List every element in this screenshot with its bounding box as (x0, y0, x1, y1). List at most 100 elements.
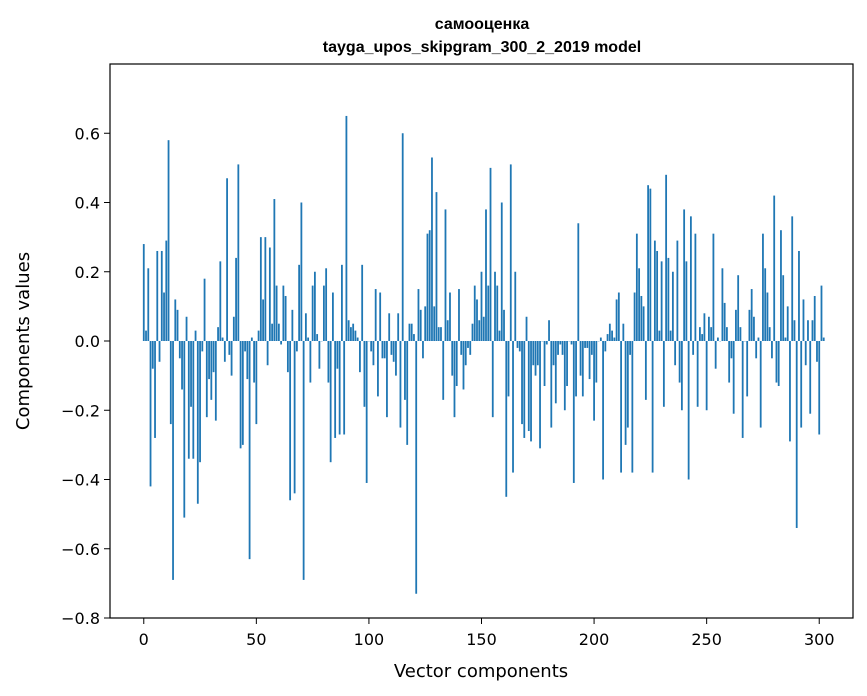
bar-195 (581, 341, 584, 397)
bar-148 (476, 299, 478, 341)
bar-167 (518, 341, 521, 352)
bar-187 (563, 341, 566, 411)
bar-1 (145, 330, 147, 341)
bar-231 (662, 341, 665, 407)
bar-84 (332, 292, 334, 341)
bar-2 (147, 268, 150, 341)
bar-161 (505, 341, 508, 497)
bar-295 (807, 320, 809, 341)
bar-29 (208, 341, 210, 380)
bar-230 (660, 261, 663, 341)
bar-128 (431, 157, 433, 341)
bar-125 (424, 306, 427, 342)
bar-57 (271, 323, 274, 341)
bar-121 (415, 341, 418, 594)
bar-219 (635, 233, 638, 341)
bar-173 (532, 341, 535, 366)
bar-297 (811, 320, 814, 341)
bar-245 (694, 233, 697, 341)
bar-45 (244, 341, 246, 352)
bar-60 (277, 323, 280, 341)
bar-185 (559, 341, 562, 345)
y-tick-label: −0.4 (61, 471, 100, 490)
bar-46 (246, 341, 249, 380)
bar-222 (642, 306, 645, 342)
bar-112 (395, 341, 397, 376)
bar-204 (602, 341, 604, 480)
bar-197 (586, 341, 589, 348)
bar-252 (710, 327, 713, 341)
x-tick-label: 150 (466, 630, 497, 649)
bar-260 (728, 341, 731, 383)
bar-117 (406, 341, 409, 445)
bar-85 (334, 341, 337, 438)
bar-274 (759, 341, 762, 428)
bar-107 (383, 341, 386, 359)
bar-44 (241, 341, 244, 445)
bar-127 (428, 230, 431, 341)
bar-280 (773, 195, 776, 341)
bar-134 (444, 209, 447, 341)
bar-233 (667, 257, 670, 341)
bar-8 (160, 250, 163, 341)
bar-76 (313, 271, 316, 341)
bar-218 (633, 292, 636, 341)
bar-58 (273, 199, 276, 341)
bar-23 (194, 330, 197, 341)
bar-232 (665, 174, 668, 341)
bar-140 (458, 289, 460, 341)
bar-52 (259, 237, 262, 342)
bar-20 (187, 341, 190, 459)
bar-190 (570, 341, 573, 345)
bar-6 (156, 250, 159, 341)
bar-237 (676, 240, 679, 341)
bar-0 (142, 244, 145, 341)
bar-174 (534, 341, 537, 376)
bar-238 (678, 341, 681, 383)
bar-183 (554, 341, 557, 404)
bar-97 (361, 264, 364, 341)
chart-subtitle: tayga_upos_skipgram_300_2_2019 model (323, 39, 641, 56)
bar-246 (696, 341, 699, 407)
bar-266 (741, 341, 744, 438)
bar-296 (809, 341, 812, 414)
bar-213 (622, 323, 625, 341)
bar-181 (550, 341, 553, 428)
bar-49 (253, 341, 255, 383)
bar-283 (780, 230, 782, 341)
bar-106 (381, 341, 384, 359)
bar-86 (336, 341, 339, 369)
bar-143 (464, 341, 467, 366)
bar-5 (154, 341, 156, 438)
bar-292 (800, 341, 803, 428)
bar-89 (343, 341, 346, 435)
bar-63 (284, 295, 287, 341)
bar-111 (392, 341, 395, 362)
bar-199 (590, 341, 593, 355)
bar-26 (201, 341, 204, 352)
bar-160 (503, 309, 505, 341)
bar-250 (705, 341, 708, 411)
bar-179 (545, 341, 548, 345)
bar-155 (491, 341, 494, 418)
bar-147 (473, 285, 476, 341)
bar-290 (795, 341, 798, 528)
bar-77 (316, 334, 319, 341)
bar-137 (451, 341, 454, 376)
bar-22 (192, 341, 195, 459)
bar-254 (714, 341, 717, 369)
bar-33 (217, 327, 219, 341)
y-tick-label: 0.4 (75, 194, 100, 213)
bar-168 (521, 341, 523, 425)
bar-165 (514, 271, 517, 341)
bar-239 (680, 341, 683, 411)
bar-116 (404, 341, 406, 400)
bar-73 (307, 337, 310, 341)
bar-92 (350, 327, 352, 341)
bar-28 (205, 341, 208, 418)
bar-141 (460, 341, 463, 355)
bar-35 (221, 337, 224, 341)
bar-225 (649, 188, 652, 341)
bar-184 (557, 341, 559, 355)
